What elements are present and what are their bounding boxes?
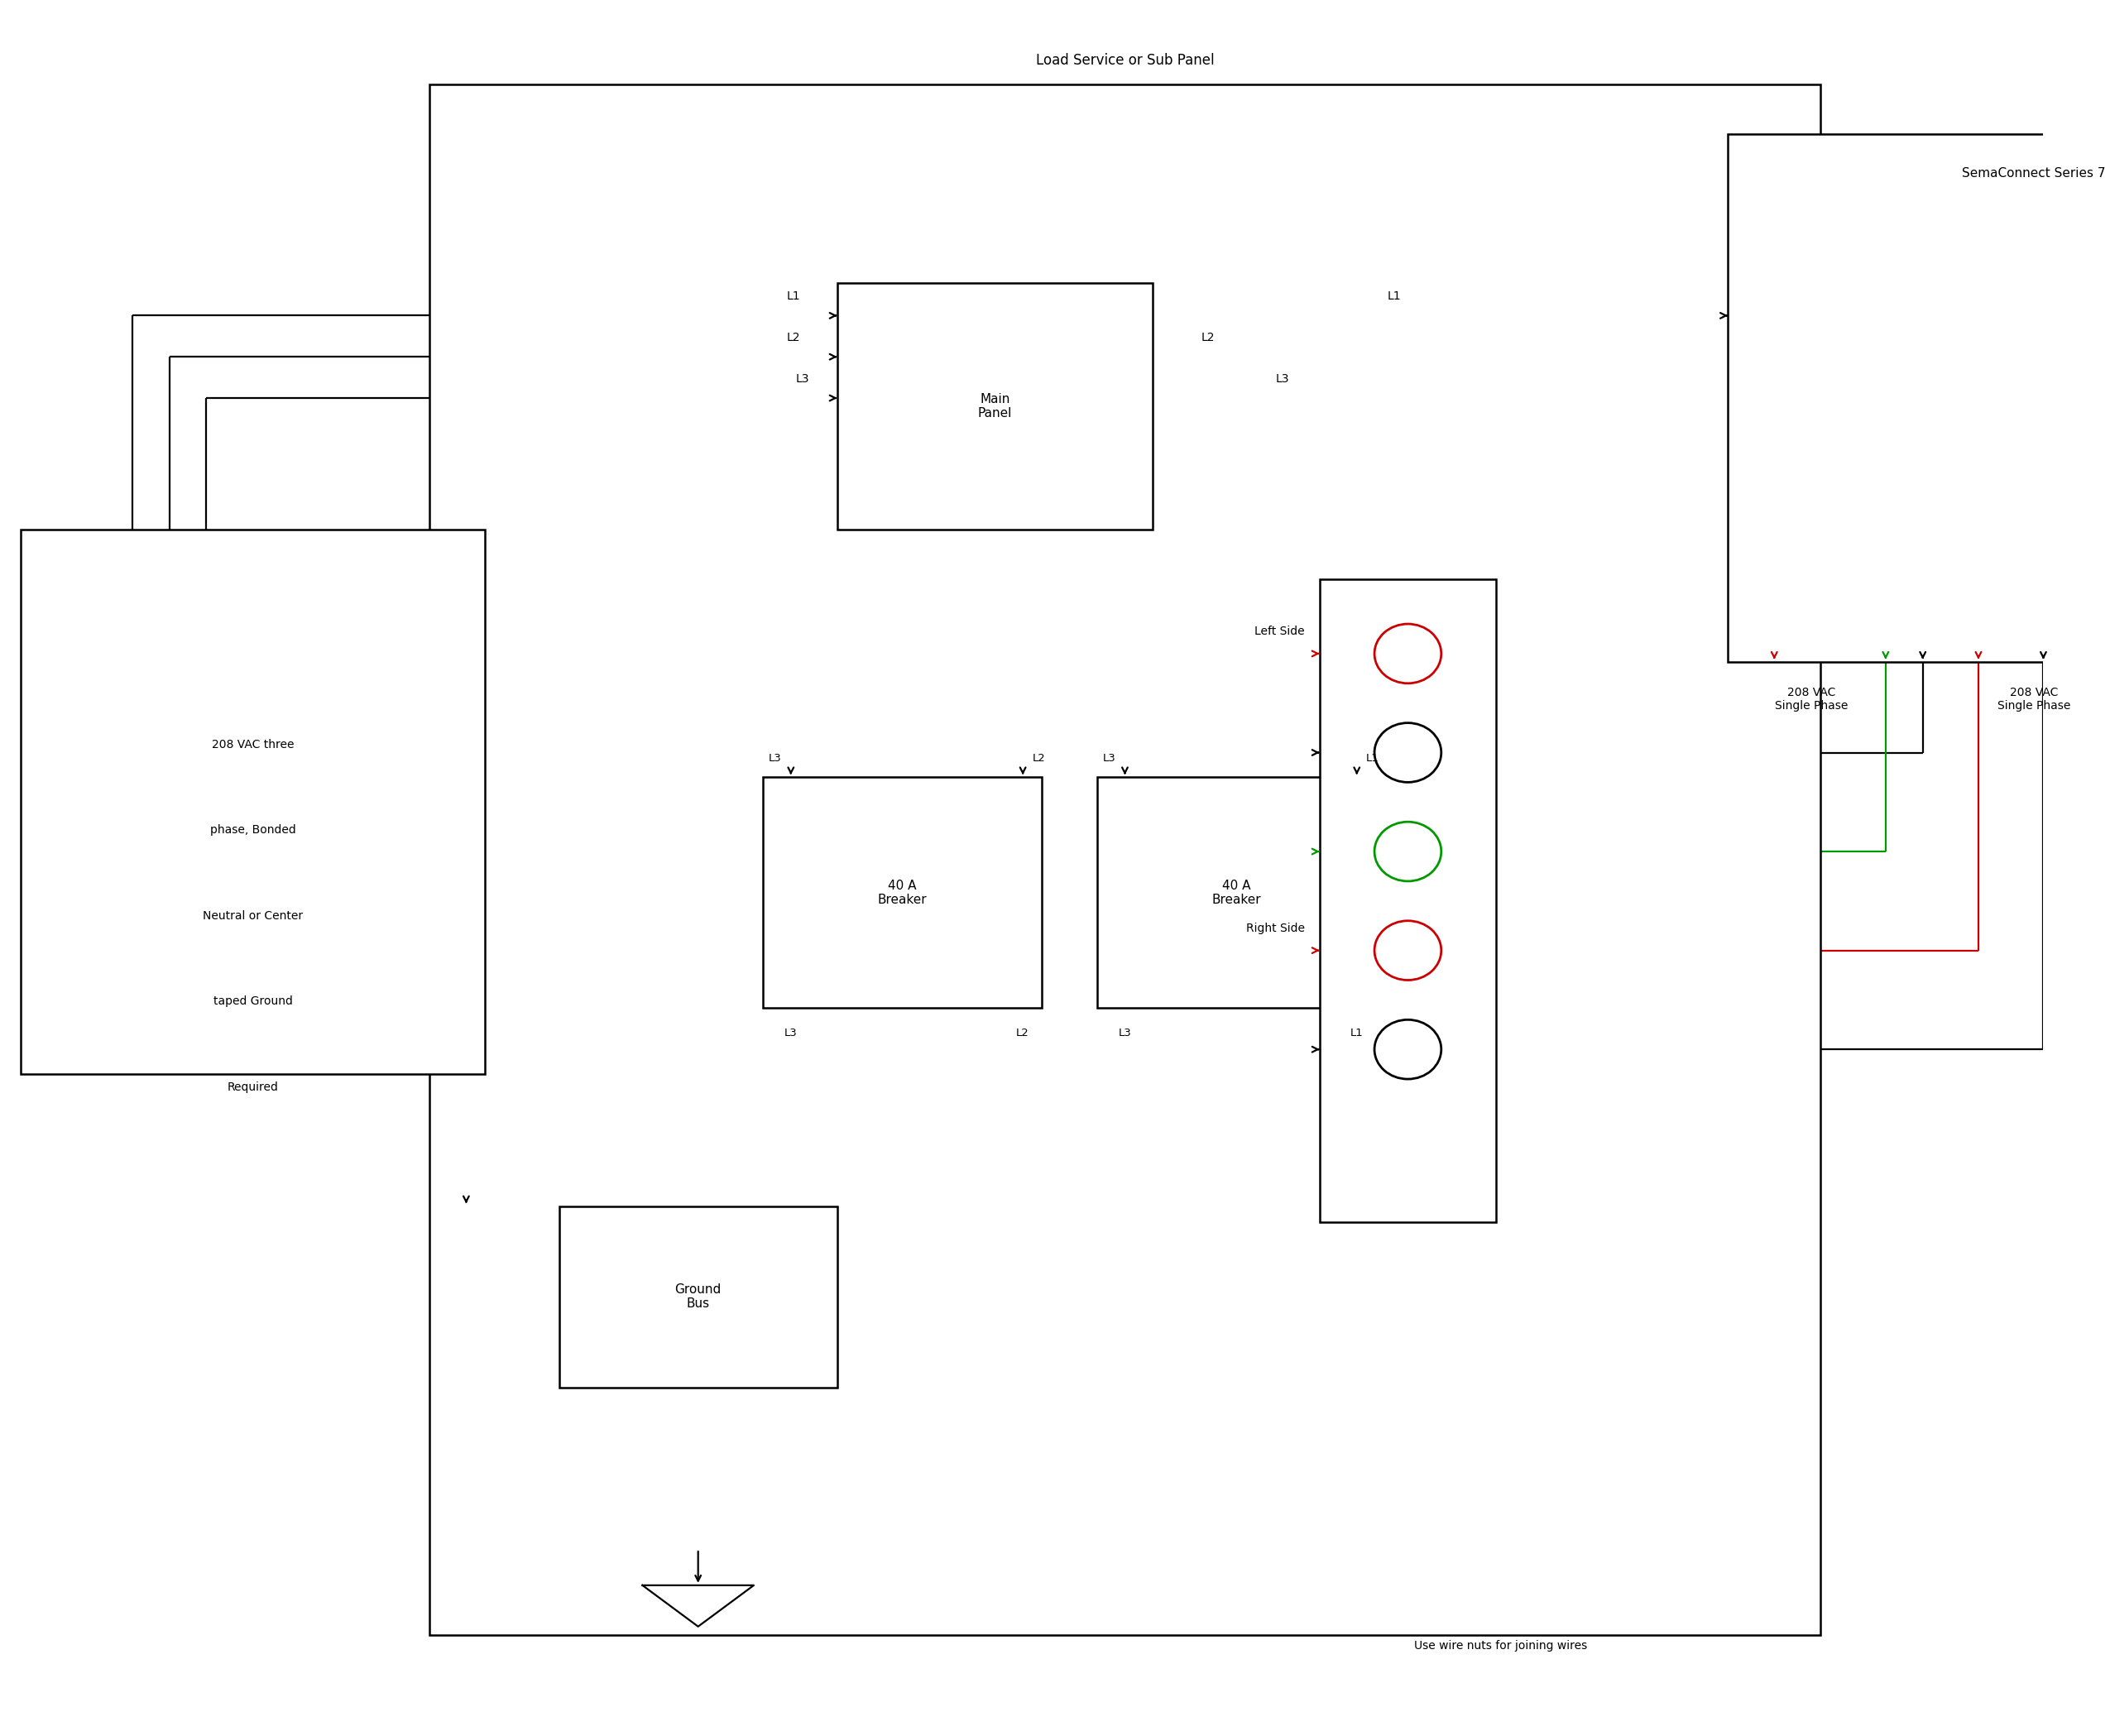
Text: L2: L2 bbox=[1201, 332, 1215, 344]
Text: Use wire nuts for joining wires: Use wire nuts for joining wires bbox=[1414, 1641, 1587, 1651]
Text: L1: L1 bbox=[1350, 1028, 1363, 1038]
Bar bbox=[428, 85, 1821, 1635]
Text: 208 VAC three: 208 VAC three bbox=[211, 738, 293, 750]
Circle shape bbox=[1374, 920, 1441, 981]
Text: L2: L2 bbox=[1017, 1028, 1030, 1038]
Text: Ground
Bus: Ground Bus bbox=[675, 1283, 722, 1311]
Text: Required: Required bbox=[228, 1082, 279, 1094]
Text: Left Side: Left Side bbox=[1255, 625, 1304, 637]
Text: Neutral or Center: Neutral or Center bbox=[203, 910, 304, 922]
Text: L3: L3 bbox=[795, 373, 810, 385]
Text: L3: L3 bbox=[1104, 753, 1116, 764]
Circle shape bbox=[1374, 821, 1441, 882]
Text: Main
Panel: Main Panel bbox=[977, 392, 1013, 420]
Circle shape bbox=[1374, 722, 1441, 783]
Text: L2: L2 bbox=[1032, 753, 1044, 764]
Text: 40 A
Breaker: 40 A Breaker bbox=[878, 880, 926, 906]
Bar bbox=[1728, 134, 2110, 661]
Text: phase, Bonded: phase, Bonded bbox=[209, 825, 295, 835]
Text: L3: L3 bbox=[1277, 373, 1289, 385]
Text: 208 VAC
Single Phase: 208 VAC Single Phase bbox=[1998, 687, 2070, 712]
Text: L3: L3 bbox=[768, 753, 781, 764]
Bar bbox=[1319, 580, 1496, 1222]
Text: Right Side: Right Side bbox=[1247, 922, 1304, 934]
Bar bbox=[1097, 778, 1376, 1009]
Bar bbox=[838, 283, 1152, 529]
Circle shape bbox=[1374, 1019, 1441, 1080]
Text: SemaConnect Series 7: SemaConnect Series 7 bbox=[1962, 167, 2106, 179]
Text: Load Service or Sub Panel: Load Service or Sub Panel bbox=[1036, 54, 1213, 68]
Text: L1: L1 bbox=[787, 292, 800, 302]
Circle shape bbox=[1374, 623, 1441, 684]
Text: L1: L1 bbox=[1365, 753, 1380, 764]
Bar bbox=[21, 529, 485, 1075]
Text: 208 VAC
Single Phase: 208 VAC Single Phase bbox=[1775, 687, 1848, 712]
Text: L3: L3 bbox=[1118, 1028, 1131, 1038]
Text: L1: L1 bbox=[1386, 292, 1401, 302]
Text: 40 A
Breaker: 40 A Breaker bbox=[1211, 880, 1262, 906]
Text: L2: L2 bbox=[787, 332, 800, 344]
Text: taped Ground: taped Ground bbox=[213, 996, 293, 1007]
Bar bbox=[764, 778, 1042, 1009]
Bar bbox=[559, 1207, 838, 1387]
Text: L3: L3 bbox=[785, 1028, 798, 1038]
